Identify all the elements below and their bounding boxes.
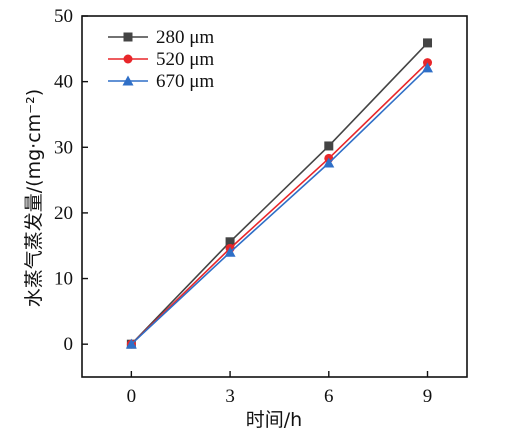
x-tick-label: 0 — [127, 386, 137, 407]
legend-entry: 670 μm — [108, 71, 214, 92]
series-layer — [125, 38, 434, 349]
data-point — [423, 38, 433, 48]
x-axis-title: 时间/h — [246, 409, 302, 431]
series-line — [130, 42, 429, 345]
legend-label: 280 μm — [156, 27, 214, 48]
y-tick-label: 50 — [54, 6, 73, 27]
y-tick-label: 10 — [54, 269, 73, 290]
legend-label: 520 μm — [156, 49, 214, 70]
y-tick-label: 40 — [54, 72, 73, 93]
plot-frame — [81, 15, 468, 378]
legend-marker — [123, 54, 133, 64]
y-axis: 0 10 20 30 40 50 — [54, 6, 88, 355]
x-tick-label: 3 — [225, 386, 235, 407]
y-tick-label: 20 — [54, 203, 73, 224]
legend-label: 670 μm — [156, 71, 214, 92]
x-tick-label: 9 — [423, 386, 433, 407]
legend-entry: 280 μm — [108, 27, 214, 48]
legend-marker — [123, 32, 133, 42]
y-tick-label: 30 — [54, 137, 73, 158]
y-axis-title: 水蒸气蒸发量/(mg·cm⁻²) — [23, 89, 45, 307]
data-point — [324, 141, 334, 151]
series-line — [130, 67, 429, 345]
x-tick-label: 6 — [324, 386, 334, 407]
legend-entry: 520 μm — [108, 49, 214, 70]
y-tick-label: 0 — [64, 334, 74, 355]
data-point — [422, 62, 434, 73]
data-point — [225, 237, 235, 247]
legend-marker — [122, 75, 134, 86]
data-point — [125, 338, 137, 349]
data-point — [323, 157, 335, 168]
data-point — [224, 246, 236, 257]
x-axis: 0 3 6 9 — [127, 371, 433, 407]
series-line — [130, 62, 429, 345]
series-group — [125, 62, 434, 349]
